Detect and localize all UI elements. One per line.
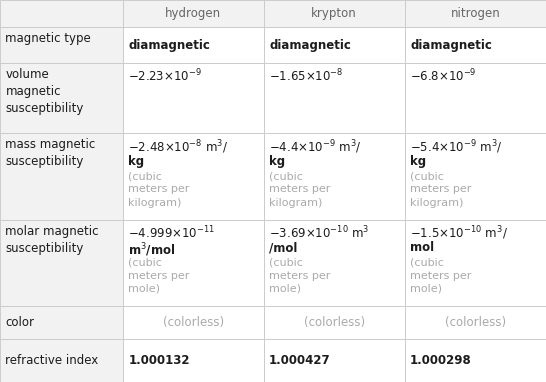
Text: kg: kg bbox=[128, 155, 145, 168]
Bar bbox=[405, 339, 546, 382]
Text: kg: kg bbox=[410, 155, 426, 168]
Text: $-1.5{\times}10^{-10}$ m$^3$/: $-1.5{\times}10^{-10}$ m$^3$/ bbox=[410, 225, 508, 242]
Text: (cubic
meters per
kilogram): (cubic meters per kilogram) bbox=[128, 171, 189, 207]
Text: (cubic
meters per
kilogram): (cubic meters per kilogram) bbox=[269, 171, 330, 207]
Bar bbox=[123, 0, 264, 28]
Bar bbox=[264, 28, 405, 63]
Text: diamagnetic: diamagnetic bbox=[269, 39, 351, 52]
Text: 1.000298: 1.000298 bbox=[410, 354, 472, 367]
Bar bbox=[264, 63, 405, 133]
Bar bbox=[123, 339, 264, 382]
Bar bbox=[0, 28, 123, 63]
Text: volume
magnetic
susceptibility: volume magnetic susceptibility bbox=[5, 68, 84, 115]
Bar bbox=[264, 0, 405, 28]
Text: color: color bbox=[5, 316, 34, 329]
Bar bbox=[264, 220, 405, 306]
Text: $-2.23{\times}10^{-9}$: $-2.23{\times}10^{-9}$ bbox=[128, 68, 202, 84]
Text: mass magnetic
susceptibility: mass magnetic susceptibility bbox=[5, 138, 96, 168]
Text: $-6.8{\times}10^{-9}$: $-6.8{\times}10^{-9}$ bbox=[410, 68, 477, 84]
Text: $-5.4{\times}10^{-9}$ m$^3$/: $-5.4{\times}10^{-9}$ m$^3$/ bbox=[410, 138, 503, 155]
Text: $-1.65{\times}10^{-8}$: $-1.65{\times}10^{-8}$ bbox=[269, 68, 343, 84]
Bar bbox=[405, 28, 546, 63]
Text: $-3.69{\times}10^{-10}$ m$^3$: $-3.69{\times}10^{-10}$ m$^3$ bbox=[269, 225, 370, 241]
Text: (cubic
meters per
mole): (cubic meters per mole) bbox=[269, 257, 330, 294]
Text: diamagnetic: diamagnetic bbox=[128, 39, 210, 52]
Text: $-4.4{\times}10^{-9}$ m$^3$/: $-4.4{\times}10^{-9}$ m$^3$/ bbox=[269, 138, 362, 155]
Bar bbox=[264, 306, 405, 339]
Text: (cubic
meters per
mole): (cubic meters per mole) bbox=[410, 257, 471, 294]
Text: mol: mol bbox=[410, 241, 434, 254]
Bar bbox=[405, 133, 546, 220]
Bar bbox=[405, 220, 546, 306]
Text: magnetic type: magnetic type bbox=[5, 32, 91, 45]
Bar bbox=[0, 0, 123, 28]
Bar bbox=[0, 220, 123, 306]
Text: $-4.999{\times}10^{-11}$: $-4.999{\times}10^{-11}$ bbox=[128, 225, 215, 241]
Bar bbox=[405, 0, 546, 28]
Text: (cubic
meters per
kilogram): (cubic meters per kilogram) bbox=[410, 171, 471, 207]
Bar bbox=[264, 133, 405, 220]
Text: (cubic
meters per
mole): (cubic meters per mole) bbox=[128, 257, 189, 294]
Text: $-2.48{\times}10^{-8}$ m$^3$/: $-2.48{\times}10^{-8}$ m$^3$/ bbox=[128, 138, 229, 155]
Bar bbox=[123, 63, 264, 133]
Text: m$^3$/mol: m$^3$/mol bbox=[128, 241, 176, 259]
Text: (colorless): (colorless) bbox=[445, 316, 506, 329]
Text: 1.000132: 1.000132 bbox=[128, 354, 190, 367]
Text: kg: kg bbox=[269, 155, 286, 168]
Text: hydrogen: hydrogen bbox=[165, 7, 221, 20]
Bar bbox=[0, 63, 123, 133]
Bar bbox=[123, 306, 264, 339]
Text: 1.000427: 1.000427 bbox=[269, 354, 331, 367]
Bar bbox=[0, 306, 123, 339]
Text: (colorless): (colorless) bbox=[304, 316, 365, 329]
Text: (colorless): (colorless) bbox=[163, 316, 224, 329]
Bar bbox=[264, 339, 405, 382]
Bar bbox=[123, 220, 264, 306]
Bar bbox=[405, 63, 546, 133]
Bar bbox=[405, 306, 546, 339]
Text: krypton: krypton bbox=[311, 7, 357, 20]
Text: /mol: /mol bbox=[269, 241, 298, 254]
Bar bbox=[123, 133, 264, 220]
Bar bbox=[0, 133, 123, 220]
Bar bbox=[0, 339, 123, 382]
Text: molar magnetic
susceptibility: molar magnetic susceptibility bbox=[5, 225, 99, 254]
Bar bbox=[123, 28, 264, 63]
Text: diamagnetic: diamagnetic bbox=[410, 39, 492, 52]
Text: nitrogen: nitrogen bbox=[450, 7, 500, 20]
Text: refractive index: refractive index bbox=[5, 354, 99, 367]
